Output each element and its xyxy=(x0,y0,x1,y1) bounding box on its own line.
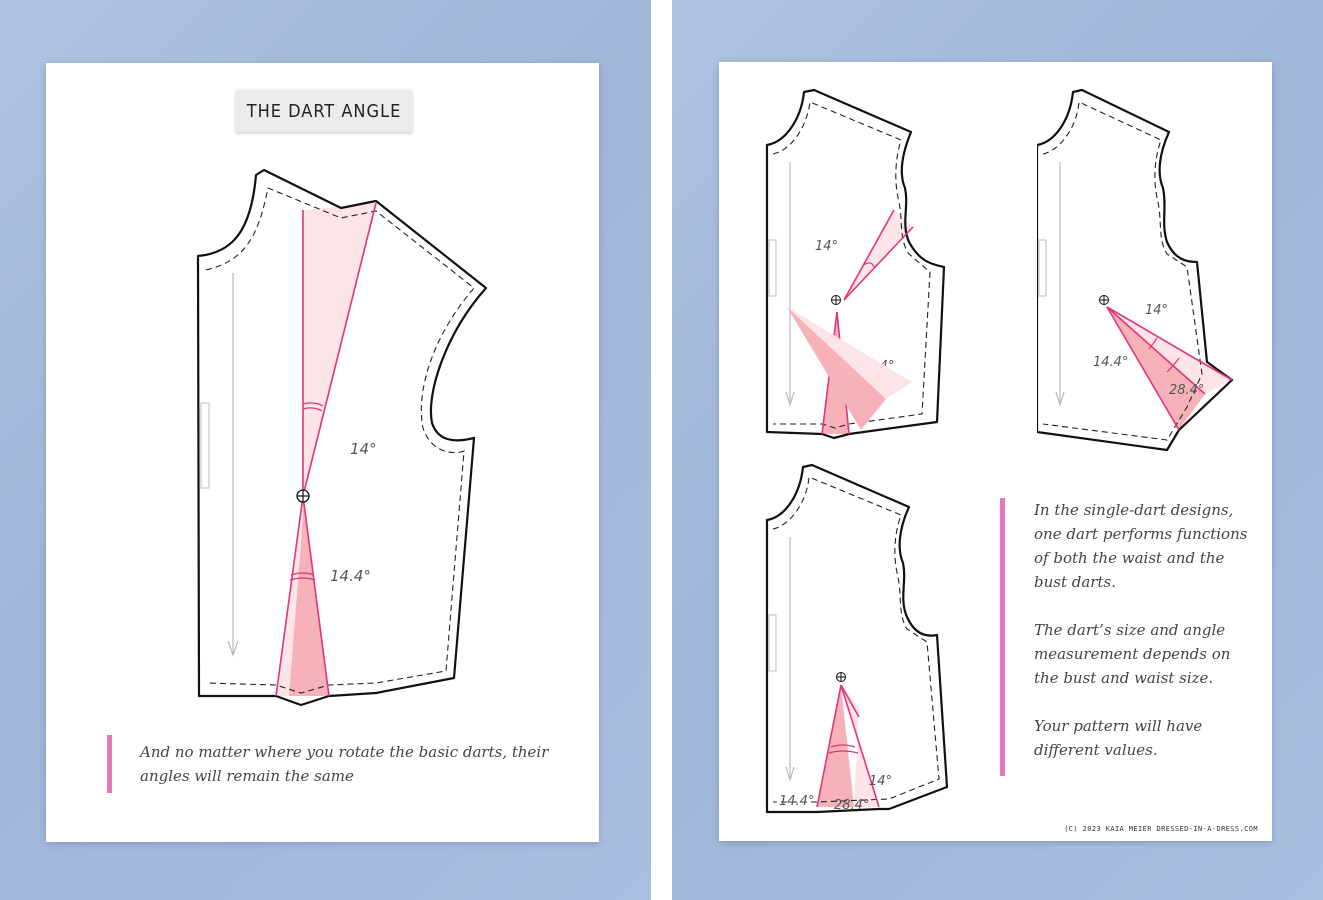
fig-c-angle-b: 14.4° xyxy=(779,794,814,809)
bust-dart-right-leg xyxy=(302,202,377,497)
right-panel-background: 14° 14.4° xyxy=(672,0,1323,900)
fig-b-angle-b: 14.4° xyxy=(1093,355,1128,370)
bodice-outline xyxy=(196,168,488,707)
grain-arrow xyxy=(227,640,239,657)
waist-dart-right-leg xyxy=(302,495,330,697)
note-3: Your pattern will have different values. xyxy=(1034,717,1203,759)
waist-angle-arc xyxy=(290,572,315,576)
title-label: THE DART ANGLE xyxy=(236,90,412,132)
bust-angle-arc xyxy=(302,402,324,407)
fig-c-angle-a: 14° xyxy=(869,774,892,789)
figure-c-diagram: 14° 14.4° 28.4° xyxy=(765,463,949,814)
bodice-diagram-main: 14° 14.4° xyxy=(196,168,488,707)
note-2: The dart’s size and angle measurement de… xyxy=(1034,621,1231,687)
fold-marker xyxy=(200,402,210,489)
copyright: (C) 2023 KAIA MEIER DRESSED-IN-A-DRESS.C… xyxy=(1064,825,1258,833)
quote-text: And no matter where you rotate the basic… xyxy=(140,743,549,785)
fig-b-angle-a: 14° xyxy=(1145,303,1168,318)
seam-allowance-line xyxy=(205,187,475,694)
waist-angle-arc-2 xyxy=(289,577,316,581)
waist-dart-angle-label: 14.4° xyxy=(330,567,371,585)
notes-bar xyxy=(1000,498,1005,776)
bodice-diagrams-variations: 14° 14.4° xyxy=(765,88,946,440)
bust-angle-arc-2 xyxy=(302,407,323,412)
figure-b xyxy=(787,307,912,430)
fig-a-angle-top: 14° xyxy=(815,239,838,254)
quote-bar xyxy=(107,735,112,793)
left-sheet: THE DART ANGLE xyxy=(46,63,599,842)
note-1: In the single-dart designs, one dart per… xyxy=(1034,501,1248,591)
bust-dart-angle-label: 14° xyxy=(350,440,377,458)
fig-c-angle-total: 28.4° xyxy=(834,798,869,813)
left-panel-background: THE DART ANGLE xyxy=(0,0,651,900)
figure-b-diagram: 14° 14.4° 28.4° xyxy=(1037,88,1234,452)
notes: In the single-dart designs, one dart per… xyxy=(1034,498,1249,762)
waist-dart-left-leg xyxy=(275,495,304,697)
fig-b-angle-total: 28.4° xyxy=(1169,383,1204,398)
right-sheet: 14° 14.4° xyxy=(719,62,1272,841)
